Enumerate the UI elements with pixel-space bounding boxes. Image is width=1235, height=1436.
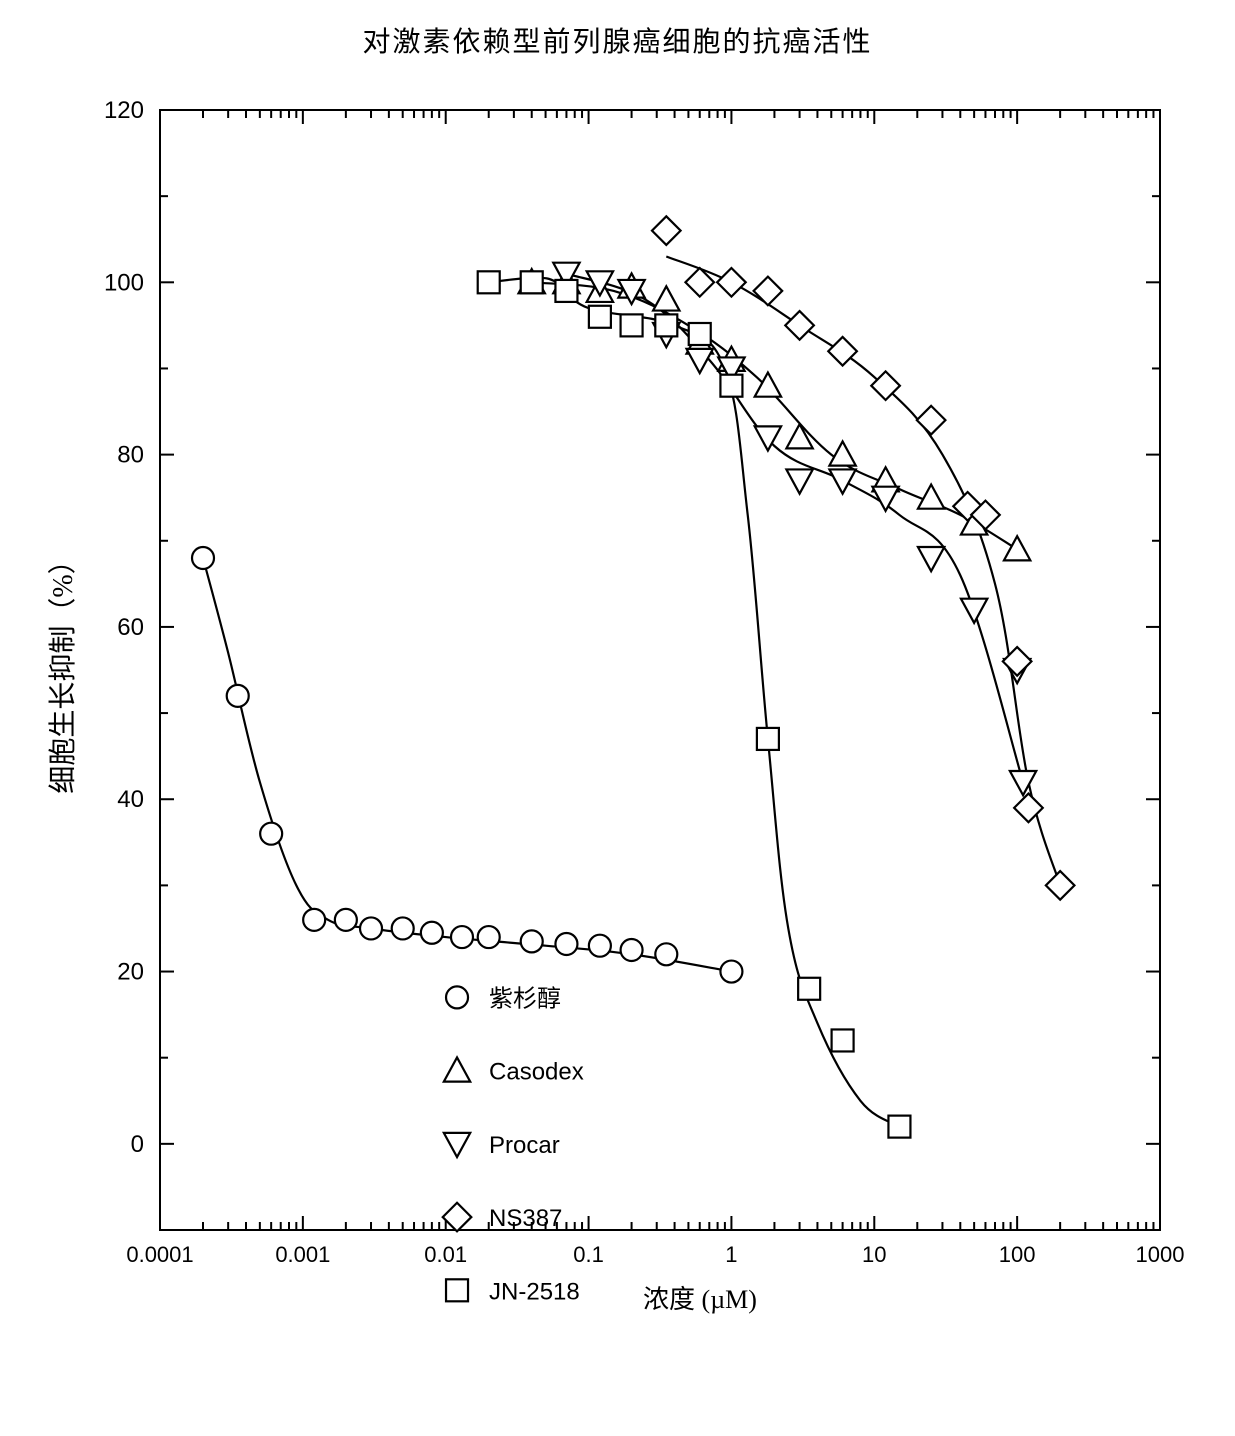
legend-item-Procar: Procar (489, 1132, 560, 1159)
chart-container: 0 20 40 60 80 100 120 0.0001 0.001 0.01 0.1 1 10 100 1… (20, 70, 1215, 1390)
svg-text:10: 10 (862, 1242, 886, 1267)
chart-svg: 0 20 40 60 80 100 120 0.0001 0.001 0.01 0.1 1 10 100 1… (20, 70, 1215, 1390)
legend-item-紫杉醇: 紫杉醇 (489, 985, 561, 1012)
legend-item-JN-2518: JN-2518 (489, 1278, 580, 1305)
legend-item-Casodex: Casodex (489, 1059, 584, 1086)
svg-text:20: 20 (117, 959, 144, 986)
x-axis-label: 浓度 (µM) (643, 1285, 757, 1314)
svg-text:0.01: 0.01 (424, 1242, 467, 1267)
figure: 对激素依赖型前列腺癌细胞的抗癌活性 0204060801001200.00010… (20, 20, 1215, 1390)
svg-text:100: 100 (999, 1242, 1036, 1267)
svg-text:0.001: 0.001 (275, 1242, 330, 1267)
chart-title: 对激素依赖型前列腺癌细胞的抗癌活性 (20, 20, 1215, 60)
svg-text:1: 1 (725, 1242, 737, 1267)
svg-text:1000: 1000 (1136, 1242, 1185, 1267)
svg-text:60: 60 (117, 614, 144, 641)
y-axis-label: 细胞生长抑制（%） (47, 546, 79, 793)
svg-text:0: 0 (131, 1131, 144, 1158)
svg-text:80: 80 (117, 442, 144, 469)
legend-item-NS387: NS387 (489, 1205, 562, 1232)
svg-text:0.1: 0.1 (573, 1242, 604, 1267)
svg-text:0.0001: 0.0001 (126, 1242, 193, 1267)
svg-text:40: 40 (117, 786, 144, 813)
svg-text:120: 120 (104, 97, 144, 124)
svg-text:100: 100 (104, 269, 144, 296)
